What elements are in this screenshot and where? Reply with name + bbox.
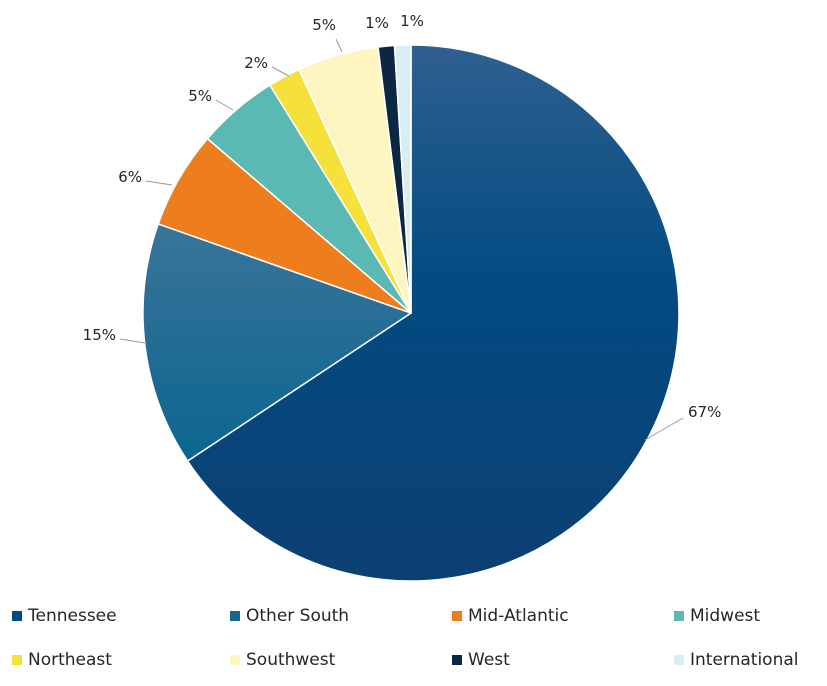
legend-swatch (12, 655, 22, 665)
legend-label: Mid-Atlantic (468, 606, 569, 626)
legend-swatch (12, 611, 22, 621)
legend-item-tennessee: Tennessee (12, 604, 230, 628)
legend-item-west: West (452, 648, 674, 672)
legend-label: Midwest (690, 606, 761, 626)
legend-label: Tennessee (28, 606, 117, 626)
leader-line (215, 99, 234, 111)
leader-line (119, 338, 146, 344)
slice-label-midwest: 5% (188, 87, 212, 105)
leader-lines (119, 38, 684, 441)
slice-labels: 67% 15% 6% 5% 2% 5% 1% 1% (83, 12, 722, 421)
slice-label-southwest: 5% (312, 16, 336, 34)
legend-item-southwest: Southwest (230, 648, 452, 672)
legend-item-international: International (674, 648, 824, 672)
legend-item-midwest: Midwest (674, 604, 824, 628)
legend-label: Southwest (246, 650, 336, 670)
legend-swatch (452, 611, 462, 621)
legend-swatch (230, 655, 240, 665)
pie-slice-tennessee (186, 44, 680, 582)
leader-line (271, 66, 290, 77)
leader-line (644, 417, 684, 441)
leader-line (335, 38, 343, 53)
legend-swatch (674, 655, 684, 665)
legend-label: International (690, 650, 799, 670)
slice-label-other-south: 15% (83, 326, 116, 344)
pie-chart: 67% 15% 6% 5% 2% 5% 1% 1% (83, 12, 722, 582)
legend-swatch (230, 611, 240, 621)
leader-line (145, 180, 173, 186)
slice-label-tennessee: 67% (688, 403, 721, 421)
slice-label-northeast: 2% (244, 54, 268, 72)
slice-label-international: 1% (400, 12, 424, 30)
legend: Tennessee Other South Mid-Atlantic Midwest N… (12, 604, 824, 672)
legend-swatch (674, 611, 684, 621)
legend-label: Other South (246, 606, 350, 626)
legend-label: Northeast (28, 650, 112, 670)
pie-slices (142, 44, 680, 582)
legend-label: West (468, 650, 510, 670)
legend-item-other-south: Other South (230, 604, 452, 628)
slice-label-west: 1% (365, 14, 389, 32)
legend-item-northeast: Northeast (12, 648, 230, 672)
legend-item-mid-atlantic: Mid-Atlantic (452, 604, 674, 628)
pie-slice-other-south (142, 223, 412, 462)
pie-slice-international (393, 44, 412, 314)
legend-swatch (452, 655, 462, 665)
slice-label-mid-atlantic: 6% (118, 168, 142, 186)
